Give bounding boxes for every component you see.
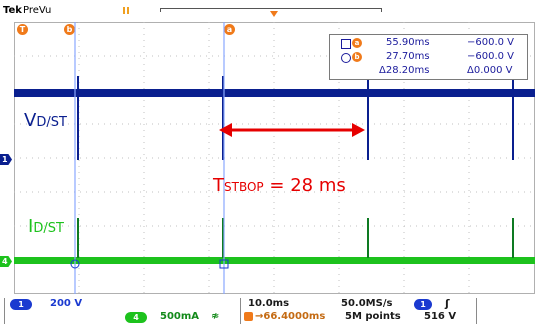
sample-rate: 50.0MS/s: [341, 298, 393, 309]
ch1-level-marker-label: 1: [2, 155, 8, 164]
cursor-a-time: 55.90ms: [386, 37, 430, 48]
cursor-b-circle-icon: [341, 53, 351, 63]
cursor-a-badge-icon: a: [352, 38, 362, 48]
v-label-main: V: [24, 110, 37, 131]
ch1-scale[interactable]: 200 V: [50, 298, 83, 309]
cursor-b-time: 27.70ms: [386, 51, 430, 62]
acquisition-mode: PreVu: [23, 5, 52, 16]
i-label-main: I: [28, 216, 34, 237]
ch4-level-marker-label: 4: [2, 257, 8, 266]
v-label-sub: D/ST: [36, 115, 67, 130]
i-label-sub: D/ST: [33, 221, 64, 236]
trigger-source-badge[interactable]: 1: [414, 299, 432, 310]
cursor-readout-panel[interactable]: a 55.90ms −600.0 V b 27.70ms −600.0 V Δ2…: [329, 34, 528, 80]
status-divider: [476, 298, 477, 324]
t-label-main: T: [213, 175, 224, 196]
position-marker-icon: [123, 7, 129, 14]
i-dst-label: ID/ST: [28, 216, 64, 237]
brand-label: Tek: [3, 5, 22, 16]
cursor-b-marker[interactable]: b: [64, 24, 75, 35]
cursor-b-intersection: [70, 259, 80, 269]
trigger-position-icon: [270, 11, 278, 17]
record-position-bar[interactable]: [160, 8, 382, 12]
v-dst-label: VD/ST: [24, 110, 67, 131]
period-arrow: [219, 123, 365, 137]
trigger-delay[interactable]: →66.4000ms: [255, 311, 326, 322]
cursor-a-voltage: −600.0 V: [467, 37, 515, 48]
ch1-badge[interactable]: 1: [10, 299, 32, 310]
cursor-a-marker[interactable]: a: [224, 24, 235, 35]
delta-voltage: Δ0.000 V: [467, 65, 513, 76]
ch4-level-marker[interactable]: [0, 256, 12, 267]
cursor-a-square-icon: [341, 39, 351, 49]
cursor-a-intersection: [219, 259, 229, 269]
record-length[interactable]: 5M points: [345, 311, 401, 322]
ch1-level-marker[interactable]: [0, 154, 12, 165]
trigger-level[interactable]: 516 V: [424, 311, 457, 322]
trigger-delay-icon: [244, 312, 253, 321]
ch4-badge[interactable]: 4: [125, 312, 147, 323]
t-label-sub: STBOP: [224, 180, 264, 194]
timebase[interactable]: 10.0ms: [248, 298, 290, 309]
t-stbop-label: TSTBOP = 28 ms: [213, 175, 346, 196]
trigger-slope-icon[interactable]: ʃ: [445, 297, 450, 310]
trigger-marker-icon[interactable]: T: [17, 24, 28, 35]
bandwidth-limit-icon: ≉: [211, 311, 220, 322]
t-label-value: = 28 ms: [269, 175, 346, 196]
status-divider: [240, 298, 241, 324]
delta-time: Δ28.20ms: [379, 65, 430, 76]
cursor-b-voltage: −600.0 V: [467, 51, 515, 62]
bottom-status-bar: 1 200 V 4 500mA ≉ 10.0ms →66.4000ms 50.0…: [0, 294, 535, 324]
ch1-waveform-band: [14, 89, 535, 97]
cursor-b-badge-icon: b: [352, 52, 362, 62]
top-status-bar: Tek PreVu T b a: [0, 0, 535, 35]
status-divider: [4, 298, 5, 324]
ch4-scale[interactable]: 500mA: [160, 311, 200, 322]
ch4-waveform-band: [14, 257, 535, 264]
